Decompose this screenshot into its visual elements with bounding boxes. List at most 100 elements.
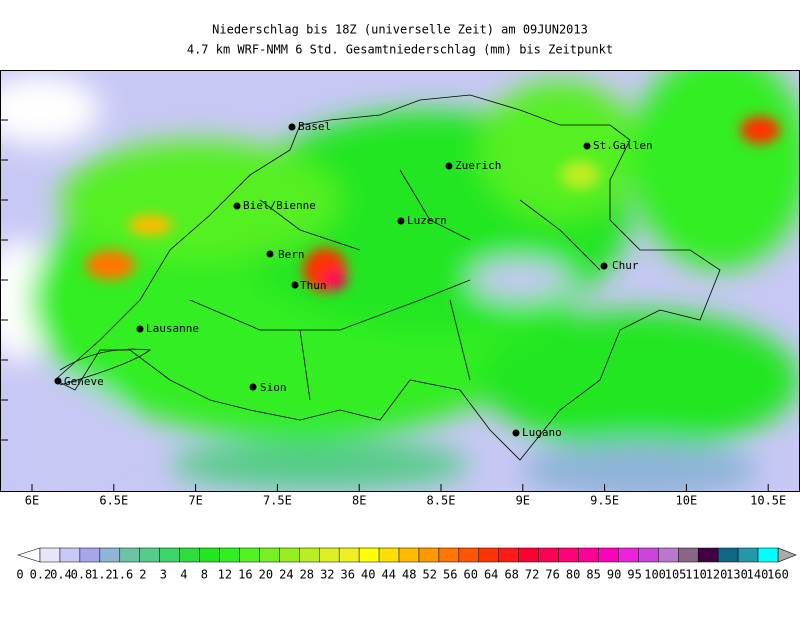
colorbar-label: 76: [545, 568, 559, 582]
colorbar-box: [159, 547, 180, 563]
colorbar-box: [318, 547, 340, 563]
colorbar-box: [757, 547, 779, 563]
colorbar-box: [239, 547, 260, 563]
city-label: Bern: [278, 248, 305, 261]
colorbar-label: 4: [180, 568, 187, 582]
colorbar-label: 130: [726, 568, 748, 582]
colorbar-label: 80: [566, 568, 580, 582]
longitude-axis: 6E 6.5E 7E 7.5E 8E 8.5E 9E 9.5E 10E 10.5E: [25, 484, 786, 508]
colorbar-box: [39, 547, 61, 563]
colorbar-label: 68: [504, 568, 518, 582]
colorbar-box: [79, 547, 101, 563]
colorbar-label: 0.8: [71, 568, 93, 582]
colorbar-box: [179, 547, 200, 563]
colorbar-box: [99, 547, 121, 563]
colorbar-box: [558, 547, 579, 563]
colorbar: 0 0.20.40.81.21.6 2 3 4 8 12 16 20 24 28 32 36 40 44 48…: [16, 547, 797, 582]
city-marker: [397, 217, 405, 225]
colorbar-label: 8: [201, 568, 208, 582]
colorbar-box: [697, 547, 719, 563]
colorbar-box: [618, 547, 639, 563]
colorbar-label: 110: [685, 568, 707, 582]
colorbar-label: 0.2: [30, 568, 52, 582]
lon-label: 6E: [25, 494, 39, 508]
colorbar-box: [279, 547, 300, 563]
colorbar-label: 44: [382, 568, 396, 582]
city-marker: [291, 281, 299, 289]
colorbar-box: [478, 547, 500, 563]
colorbar-box: [59, 547, 81, 563]
colorbar-label: 140: [747, 568, 769, 582]
colorbar-box: [658, 547, 679, 563]
colorbar-box: [199, 547, 220, 563]
colorbar-box: [219, 547, 240, 563]
colorbar-label: 0: [16, 568, 23, 582]
colorbar-label: 3: [160, 568, 167, 582]
city-label: Geneve: [64, 375, 104, 388]
colorbar-box: [378, 547, 400, 563]
cities: Basel Zuerich St.Gallen Biel/Bienne Luze…: [54, 120, 653, 439]
colorbar-box: [737, 547, 759, 563]
colorbar-label: 72: [525, 568, 539, 582]
colorbar-label: 85: [586, 568, 600, 582]
colorbar-label: 64: [484, 568, 498, 582]
colorbar-box: [538, 547, 559, 563]
colorbar-label: 1.2: [91, 568, 113, 582]
lon-label: 10.5E: [750, 494, 786, 508]
city-marker: [583, 142, 591, 150]
colorbar-label: 12: [218, 568, 232, 582]
colorbar-box: [259, 547, 280, 563]
colorbar-label: 100: [644, 568, 666, 582]
title: Niederschlag bis 18Z (universelle Zeit) …: [212, 23, 588, 37]
city-marker: [233, 202, 241, 210]
colorbar-box: [398, 547, 420, 563]
colorbar-label: 48: [402, 568, 416, 582]
colorbar-box: [438, 547, 460, 563]
city-label: Basel: [298, 120, 331, 133]
colorbar-label: 95: [627, 568, 641, 582]
lon-label: 8E: [352, 494, 366, 508]
colorbar-label: 2: [139, 568, 146, 582]
city-marker: [266, 250, 274, 258]
colorbar-label: 52: [423, 568, 437, 582]
colorbar-high-arrow: [777, 547, 797, 563]
colorbar-box: [518, 547, 539, 563]
colorbar-label: 160: [767, 568, 789, 582]
map: [0, 70, 800, 492]
colorbar-label: 120: [706, 568, 728, 582]
city-label: Biel/Bienne: [243, 199, 316, 212]
colorbar-box: [678, 547, 699, 563]
colorbar-label: 16: [238, 568, 252, 582]
colorbar-box: [139, 547, 160, 563]
city-label: Luzern: [407, 214, 447, 227]
city-label: Sion: [260, 381, 287, 394]
colorbar-label: 40: [361, 568, 375, 582]
colorbar-box: [638, 547, 659, 563]
city-label: Zuerich: [455, 159, 501, 172]
colorbar-label: 28: [300, 568, 314, 582]
colorbar-box: [358, 547, 380, 563]
colorbar-label: 32: [320, 568, 334, 582]
city-label: Thun: [300, 279, 327, 292]
city-marker: [600, 262, 608, 270]
colorbar-box: [598, 547, 619, 563]
colorbar-box: [498, 547, 519, 563]
colorbar-box: [717, 547, 739, 563]
city-label: Chur: [612, 259, 639, 272]
city-marker: [54, 377, 62, 385]
lon-label: 7.5E: [263, 494, 292, 508]
colorbar-label: 1.6: [112, 568, 134, 582]
colorbar-label: 90: [607, 568, 621, 582]
colorbar-box: [418, 547, 440, 563]
colorbar-label: 24: [279, 568, 293, 582]
colorbar-label: 105: [665, 568, 687, 582]
colorbar-label: 60: [463, 568, 477, 582]
subtitle: 4.7 km WRF-NMM 6 Std. Gesamtniederschlag…: [187, 43, 613, 57]
colorbar-label: 36: [341, 568, 355, 582]
lon-label: 9.5E: [590, 494, 619, 508]
city-label: Lugano: [522, 426, 562, 439]
colorbar-box: [578, 547, 599, 563]
city-marker: [445, 162, 453, 170]
lon-label: 9E: [516, 494, 530, 508]
